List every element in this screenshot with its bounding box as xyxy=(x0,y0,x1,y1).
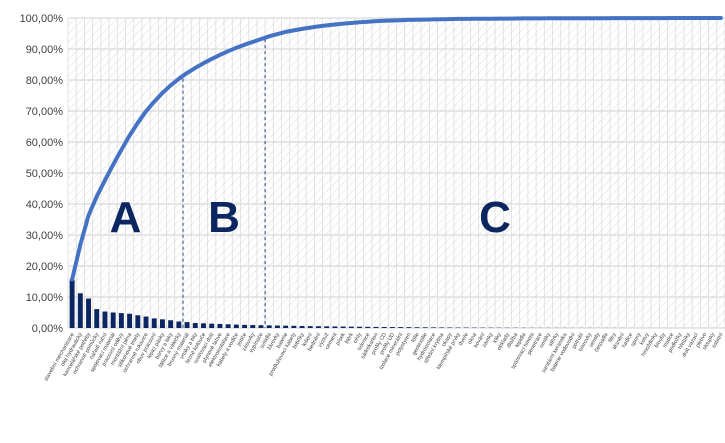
y-tick-label: 50,00% xyxy=(26,168,64,180)
bar xyxy=(422,327,428,328)
bar xyxy=(365,326,371,328)
x-tick-label: štěrk xyxy=(344,332,355,346)
bar xyxy=(316,326,321,328)
bar xyxy=(69,279,75,328)
bar xyxy=(225,324,231,328)
y-tick-label: 30,00% xyxy=(26,230,64,242)
bar xyxy=(381,326,387,328)
zone-labels: A B C xyxy=(110,193,511,242)
y-tick-label: 0,00% xyxy=(32,323,63,335)
bar xyxy=(430,327,436,328)
bar xyxy=(348,326,354,328)
bar xyxy=(159,319,165,328)
bar xyxy=(242,324,248,328)
bar xyxy=(299,325,305,328)
bar xyxy=(151,318,157,328)
x-tick-label: písek xyxy=(335,332,347,347)
bar xyxy=(127,313,133,328)
bar xyxy=(389,327,395,328)
cumulative-line xyxy=(70,16,723,282)
bar xyxy=(332,326,338,328)
zone-label: C xyxy=(479,193,511,242)
bar xyxy=(192,323,198,328)
bar-series xyxy=(69,279,724,328)
cumulative-line-series xyxy=(70,16,723,282)
bar xyxy=(201,323,206,328)
bar xyxy=(439,327,445,328)
bar xyxy=(274,325,280,328)
y-tick-label: 40,00% xyxy=(26,199,64,211)
gridlines xyxy=(67,17,725,329)
x-tick-label: kliky xyxy=(492,332,503,344)
y-tick-label: 20,00% xyxy=(26,261,64,273)
x-tick-label: okna xyxy=(467,331,479,345)
bar xyxy=(373,326,379,328)
bar xyxy=(447,327,453,328)
y-tick-label: 70,00% xyxy=(26,106,64,118)
bar xyxy=(291,325,297,328)
bar xyxy=(110,312,116,328)
bar xyxy=(340,326,346,328)
y-tick-label: 60,00% xyxy=(26,137,64,149)
bar xyxy=(406,327,412,328)
bar xyxy=(324,326,330,328)
zone-label: B xyxy=(208,193,240,242)
x-tick-label: cihly xyxy=(353,332,364,345)
bar xyxy=(217,323,223,328)
bar xyxy=(266,325,272,328)
bar xyxy=(94,309,100,328)
x-tick-label: fólie xyxy=(411,332,421,344)
bar xyxy=(143,316,149,328)
bar xyxy=(250,325,256,328)
bar xyxy=(357,326,363,328)
bar xyxy=(184,322,190,328)
zone-label: A xyxy=(110,193,142,242)
bar xyxy=(168,320,174,328)
x-tick-label: filtry xyxy=(608,332,618,344)
bar xyxy=(102,311,108,328)
bar xyxy=(258,325,264,328)
bar xyxy=(233,324,239,328)
bar xyxy=(398,327,404,328)
bar xyxy=(209,323,215,328)
y-tick-label: 100,00% xyxy=(20,13,64,25)
bar xyxy=(77,293,83,328)
zone-dividers xyxy=(182,39,266,328)
x-tick-label: kotvy xyxy=(639,332,651,346)
bar xyxy=(118,313,124,328)
bar xyxy=(135,315,141,328)
y-tick-label: 80,00% xyxy=(26,75,64,87)
bar xyxy=(307,326,313,328)
bar xyxy=(414,327,420,328)
bar xyxy=(176,321,182,328)
y-tick-label: 10,00% xyxy=(26,292,64,304)
y-tick-label: 90,00% xyxy=(26,44,64,56)
bar xyxy=(86,298,91,328)
y-axis: 0,00% 10,00% 20,00% 30,00% 40,00% 50,00% 60,00… xyxy=(20,13,64,335)
bar xyxy=(283,325,289,328)
